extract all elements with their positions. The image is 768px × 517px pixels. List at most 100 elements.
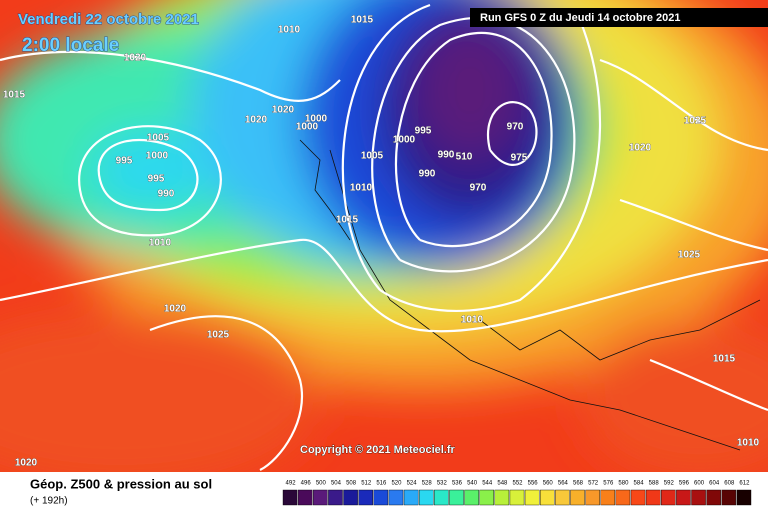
scale-label: 588 bbox=[649, 481, 660, 487]
scale-label: 576 bbox=[603, 481, 614, 487]
isobar-label: 1000 bbox=[146, 151, 169, 162]
isobar-label: 1020 bbox=[245, 115, 268, 126]
scale-swatch bbox=[570, 489, 585, 506]
scale-label: 504 bbox=[331, 481, 342, 487]
scale-swatch bbox=[721, 489, 737, 506]
scale-swatch bbox=[297, 489, 313, 506]
scale-label: 572 bbox=[588, 481, 599, 487]
scale-label: 556 bbox=[528, 481, 539, 487]
legend-title: Géop. Z500 & pression au sol bbox=[30, 476, 212, 491]
scale-label: 540 bbox=[467, 481, 478, 487]
scale-swatch bbox=[615, 489, 631, 506]
scale-swatch bbox=[600, 489, 616, 506]
scale-label: 600 bbox=[694, 481, 705, 487]
scale-swatch bbox=[555, 489, 570, 506]
scale-swatch bbox=[282, 489, 298, 506]
scale-swatch bbox=[434, 489, 449, 506]
isobar-label: 1000 bbox=[393, 135, 416, 146]
scale-swatch bbox=[585, 489, 600, 506]
isobar-label: 1005 bbox=[147, 133, 170, 144]
scale-swatch bbox=[388, 489, 404, 506]
isobar-label: 1015 bbox=[713, 354, 736, 365]
isobar-label: 1010 bbox=[737, 438, 760, 449]
height-field bbox=[0, 0, 768, 490]
scale-label: 492 bbox=[286, 481, 297, 487]
isobar-label: 970 bbox=[507, 122, 524, 133]
map-title: Vendredi 22 octobre 2021 bbox=[18, 11, 199, 28]
scale-swatch bbox=[328, 489, 343, 506]
scale-label: 508 bbox=[346, 481, 357, 487]
isobar-label: 970 bbox=[470, 183, 487, 194]
isobar-label: 1025 bbox=[678, 250, 701, 261]
isobar-label: 1000 bbox=[296, 122, 319, 133]
isobars bbox=[0, 3, 768, 471]
isobar-label: 995 bbox=[415, 126, 432, 137]
isobar-label: 1010 bbox=[149, 238, 172, 249]
isobar-label: 510 bbox=[456, 152, 473, 163]
scale-label: 544 bbox=[482, 481, 493, 487]
scale-swatch bbox=[479, 489, 495, 506]
isobar-label: 1010 bbox=[278, 25, 301, 36]
scale-swatch bbox=[706, 489, 721, 506]
scale-swatch bbox=[539, 489, 555, 506]
isobar-label: 995 bbox=[116, 156, 133, 167]
scale-label: 536 bbox=[452, 481, 463, 487]
copyright: Copyright © 2021 Meteociel.fr bbox=[300, 444, 456, 456]
scale-swatch bbox=[736, 489, 752, 506]
isobar-label: 1020 bbox=[15, 458, 38, 469]
isobar-label: 990 bbox=[158, 189, 175, 200]
run-box bbox=[470, 8, 768, 27]
scale-label: 612 bbox=[739, 481, 750, 487]
coastlines bbox=[299, 139, 761, 451]
isobar-label: 1020 bbox=[629, 143, 652, 154]
scale-label: 604 bbox=[709, 481, 720, 487]
isobar-label: 975 bbox=[511, 153, 528, 164]
local-time: 2:00 locale bbox=[22, 35, 119, 56]
scale-swatch bbox=[358, 489, 373, 506]
scale-label: 524 bbox=[407, 481, 418, 487]
scale-label: 592 bbox=[664, 481, 675, 487]
scale-swatch bbox=[676, 489, 691, 506]
isobar-label: 1000 bbox=[305, 114, 328, 125]
isobar-label: 1015 bbox=[351, 15, 374, 26]
isobar-labels: 1015101510201005100099599599010101020102… bbox=[3, 14, 760, 469]
scale-label: 608 bbox=[724, 481, 735, 487]
scale-label: 528 bbox=[422, 481, 433, 487]
scale-label: 564 bbox=[558, 481, 569, 487]
forecast-hour: (+ 192h) bbox=[30, 496, 68, 507]
scale-label: 516 bbox=[376, 481, 387, 487]
isobar-label: 995 bbox=[148, 174, 165, 185]
scale-label: 568 bbox=[573, 481, 584, 487]
scale-label: 560 bbox=[543, 481, 554, 487]
isobar-label: 1020 bbox=[164, 304, 187, 315]
scale-swatch bbox=[464, 489, 479, 506]
isobar-label: 1020 bbox=[124, 53, 147, 64]
scale-swatch bbox=[449, 489, 464, 506]
isobar-label: 1010 bbox=[350, 183, 373, 194]
scale-swatch bbox=[373, 489, 389, 506]
run-info: Run GFS 0 Z du Jeudi 14 octobre 2021 bbox=[480, 12, 681, 24]
isobar-label: 990 bbox=[438, 150, 455, 161]
scale-swatch bbox=[494, 489, 510, 506]
scale-label: 512 bbox=[361, 481, 372, 487]
scale-label: 580 bbox=[618, 481, 629, 487]
scale-swatch bbox=[509, 489, 525, 506]
scale-label: 584 bbox=[634, 481, 645, 487]
scale-swatch bbox=[645, 489, 661, 506]
scale-swatch bbox=[630, 489, 646, 506]
isobar-label: 1020 bbox=[272, 105, 295, 116]
scale-label: 552 bbox=[512, 481, 523, 487]
scale-swatch bbox=[418, 489, 434, 506]
scale-label: 596 bbox=[679, 481, 690, 487]
scale-swatch bbox=[691, 489, 706, 506]
scale-swatch bbox=[661, 489, 676, 506]
isobar-label: 1015 bbox=[336, 215, 359, 226]
scale-label: 500 bbox=[316, 481, 327, 487]
isobar-label: 1025 bbox=[684, 116, 707, 127]
isobar-label: 990 bbox=[419, 169, 436, 180]
scale-swatch bbox=[524, 489, 540, 506]
scale-swatch bbox=[313, 489, 328, 506]
scale-label: 532 bbox=[437, 481, 448, 487]
isobar-label: 1010 bbox=[461, 315, 484, 326]
